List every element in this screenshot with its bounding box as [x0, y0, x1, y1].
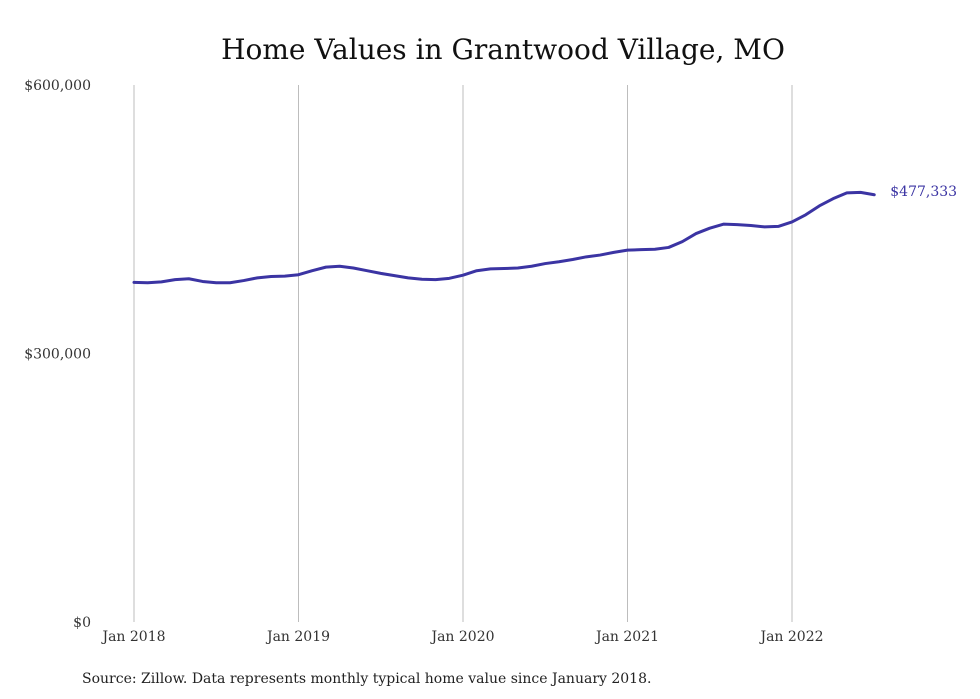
x-tick-label: Jan 2018 [100, 629, 165, 645]
y-tick-label: $600,000 [24, 78, 91, 94]
end-value-label: $477,333 [890, 184, 957, 200]
x-tick-label: Jan 2021 [594, 629, 659, 645]
y-tick-label: $0 [73, 615, 91, 631]
x-axis-ticks: Jan 2018 Jan 2019 Jan 2020 Jan 2021 Jan 2022 [100, 629, 823, 645]
y-tick-label: $300,000 [24, 347, 91, 363]
x-tick-label: Jan 2019 [265, 629, 330, 645]
chart-title: Home Values in Grantwood Village, MO [221, 33, 785, 66]
x-tick-label: Jan 2020 [429, 629, 494, 645]
gridlines [133, 85, 793, 622]
series-line [132, 190, 876, 285]
y-axis-ticks: $0 $300,000 $600,000 [24, 78, 91, 631]
x-tick-label: Jan 2022 [758, 629, 823, 645]
source-note: Source: Zillow. Data represents monthly … [82, 671, 651, 687]
